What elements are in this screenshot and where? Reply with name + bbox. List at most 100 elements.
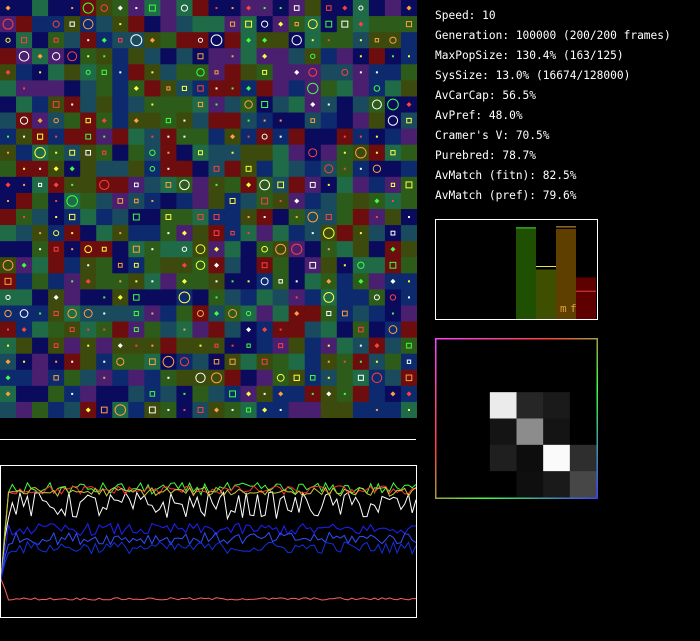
grid-cell bbox=[176, 0, 193, 17]
individual-marker bbox=[405, 21, 413, 28]
grid-cell bbox=[96, 80, 113, 97]
stat-av-match-fitn: AvMatch (fitn): 82.5% bbox=[435, 169, 577, 182]
grid-cell bbox=[288, 16, 306, 33]
individual-marker bbox=[71, 232, 74, 235]
individual-marker bbox=[406, 359, 412, 364]
individual-marker bbox=[85, 149, 92, 156]
individual-marker bbox=[71, 103, 74, 106]
individual-marker bbox=[18, 50, 30, 62]
grid-cell bbox=[288, 112, 306, 130]
individual-marker bbox=[53, 343, 59, 348]
grid-cell bbox=[144, 80, 161, 97]
individual-marker bbox=[375, 71, 378, 74]
grid-cell bbox=[240, 160, 258, 178]
grid-cell bbox=[112, 257, 129, 274]
individual-marker bbox=[133, 85, 139, 91]
grid-cell bbox=[48, 337, 65, 355]
history-series-line bbox=[1, 531, 416, 580]
matrix-cell bbox=[516, 444, 544, 472]
grid-cell bbox=[336, 321, 354, 339]
grid-cell bbox=[80, 64, 97, 81]
grid-cell bbox=[48, 96, 65, 114]
grid-cell bbox=[352, 176, 370, 194]
grid-cell bbox=[192, 176, 209, 194]
individual-marker bbox=[231, 344, 234, 347]
grid-cell bbox=[96, 257, 113, 274]
grid-cell bbox=[336, 401, 354, 418]
matrix-cell bbox=[463, 365, 491, 393]
individual-marker bbox=[85, 69, 91, 75]
grid-cell bbox=[48, 385, 65, 403]
matrix-cell bbox=[543, 471, 571, 498]
individual-marker bbox=[327, 360, 330, 363]
individual-marker bbox=[229, 197, 236, 204]
grid-cell bbox=[192, 225, 209, 242]
history-series-line bbox=[1, 522, 416, 580]
grid-cell bbox=[80, 369, 97, 387]
grid-cell bbox=[144, 353, 161, 371]
grid-cell bbox=[48, 401, 65, 418]
history-chart bbox=[0, 465, 417, 618]
grid-cell bbox=[304, 144, 322, 162]
grid-cell bbox=[288, 385, 306, 403]
individual-marker bbox=[262, 327, 268, 333]
individual-marker bbox=[261, 262, 268, 269]
grid-cell bbox=[32, 337, 49, 355]
grid-cell bbox=[32, 385, 49, 403]
grid-cell bbox=[96, 16, 113, 33]
individual-marker bbox=[4, 309, 12, 318]
grid-cell bbox=[208, 337, 226, 355]
grid-cell bbox=[80, 241, 97, 258]
grid-cell bbox=[128, 160, 145, 178]
individual-marker bbox=[151, 135, 154, 138]
grid-cell bbox=[272, 80, 290, 97]
grid-cell bbox=[368, 305, 386, 323]
individual-marker bbox=[390, 230, 396, 236]
individual-marker bbox=[358, 21, 364, 27]
history-series-line bbox=[1, 485, 416, 580]
grid-cell bbox=[256, 353, 274, 371]
grid-cell bbox=[208, 64, 226, 81]
grid-cell bbox=[16, 112, 33, 130]
individual-marker bbox=[375, 135, 378, 138]
grid-cell bbox=[384, 160, 402, 178]
individual-marker bbox=[245, 165, 252, 172]
individual-marker bbox=[246, 407, 252, 413]
grid-cell bbox=[368, 32, 386, 49]
individual-marker bbox=[103, 360, 106, 363]
grid-cell bbox=[384, 257, 402, 274]
individual-marker bbox=[246, 182, 252, 188]
grid-cell bbox=[240, 401, 258, 418]
grid-cell bbox=[320, 144, 338, 162]
individual-marker bbox=[228, 309, 238, 318]
stat-max-pop-size: MaxPopSize: 130.4% (163/125) bbox=[435, 49, 624, 62]
grid-cell bbox=[240, 64, 258, 81]
individual-marker bbox=[55, 216, 58, 219]
matrix-cell bbox=[569, 471, 597, 498]
grid-cell bbox=[288, 176, 306, 194]
matrix-cell bbox=[569, 444, 597, 472]
grid-cell bbox=[176, 160, 193, 178]
individual-marker bbox=[293, 374, 300, 381]
grid-cell bbox=[288, 32, 306, 49]
grid-cell bbox=[96, 337, 113, 355]
grid-cell bbox=[208, 128, 226, 146]
individual-marker bbox=[39, 232, 42, 235]
individual-marker bbox=[117, 5, 123, 11]
grid-cell bbox=[304, 257, 322, 274]
individual-marker bbox=[119, 23, 122, 26]
individual-marker bbox=[279, 328, 282, 331]
grid-cell bbox=[112, 176, 129, 194]
matrix-cell bbox=[569, 392, 597, 419]
individual-marker bbox=[279, 7, 282, 10]
grid-cell bbox=[224, 225, 242, 242]
individual-marker bbox=[307, 82, 319, 95]
grid-cell bbox=[192, 16, 209, 33]
individual-marker bbox=[2, 18, 14, 30]
individual-marker bbox=[133, 327, 139, 333]
grid-cell bbox=[320, 289, 338, 306]
grid-cell bbox=[368, 0, 386, 17]
grid-cell bbox=[240, 257, 258, 274]
individual-marker bbox=[117, 343, 123, 349]
history-series-line bbox=[1, 540, 416, 580]
